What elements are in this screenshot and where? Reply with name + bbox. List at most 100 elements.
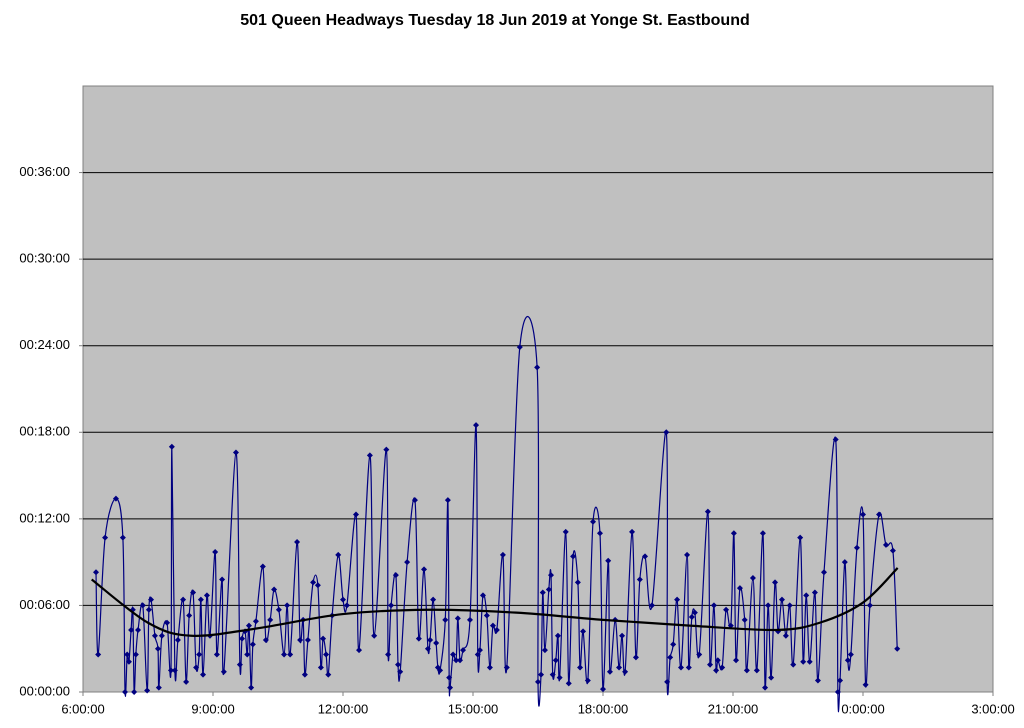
data-point	[164, 619, 171, 626]
data-point	[411, 497, 418, 504]
data-point	[284, 602, 291, 609]
data-point	[343, 602, 350, 609]
data-point	[450, 651, 457, 658]
data-point	[684, 551, 691, 558]
data-point	[866, 602, 873, 609]
data-point	[323, 651, 330, 658]
data-point	[203, 592, 210, 599]
data-point	[371, 632, 378, 639]
data-point	[193, 664, 200, 671]
data-point	[806, 658, 813, 665]
data-point	[723, 606, 730, 613]
data-point	[454, 615, 461, 622]
data-point	[862, 681, 869, 688]
data-point	[301, 671, 308, 678]
data-point	[847, 651, 854, 658]
data-point	[678, 664, 684, 671]
data-point	[749, 575, 756, 582]
data-point	[190, 589, 197, 596]
data-point	[834, 689, 841, 695]
data-point	[124, 651, 131, 658]
data-point	[232, 449, 239, 456]
data-point	[541, 647, 548, 654]
data-point	[493, 626, 500, 633]
data-point	[837, 677, 844, 684]
data-point	[790, 661, 797, 668]
data-point	[122, 689, 129, 695]
data-point	[667, 654, 674, 661]
data-point	[174, 637, 181, 644]
data-point	[457, 657, 463, 664]
data-point	[95, 651, 102, 658]
x-tick-label: 18:00:00	[578, 701, 629, 716]
x-tick-label: 3:00:00	[971, 701, 1014, 716]
data-point	[340, 596, 346, 603]
data-point	[516, 344, 523, 351]
data-point	[474, 651, 481, 658]
data-point	[102, 534, 109, 541]
data-point	[383, 446, 390, 453]
data-point	[800, 658, 807, 665]
data-point	[759, 530, 766, 537]
data-point	[262, 637, 269, 644]
data-point	[545, 586, 552, 593]
data-point	[427, 637, 434, 644]
data-point	[167, 667, 174, 674]
data-point	[366, 452, 373, 459]
data-point	[421, 566, 428, 573]
data-point	[213, 651, 220, 658]
x-tick-label: 9:00:00	[191, 701, 234, 716]
data-point	[437, 667, 444, 674]
y-tick-label: 00:12:00	[19, 510, 70, 525]
data-point	[606, 668, 613, 675]
data-point	[135, 626, 142, 633]
data-point	[534, 364, 541, 371]
data-point	[556, 674, 563, 681]
data-point	[271, 586, 278, 593]
data-point	[219, 576, 226, 583]
data-point	[741, 616, 748, 623]
chart-title: 501 Queen Headways Tuesday 18 Jun 2019 a…	[240, 12, 750, 29]
data-point	[287, 651, 294, 658]
data-point	[797, 534, 804, 541]
data-point	[446, 674, 453, 681]
data-point	[860, 511, 866, 518]
data-point	[539, 589, 546, 596]
data-point	[772, 579, 779, 586]
data-point	[713, 667, 720, 674]
data-point	[148, 596, 155, 603]
data-point	[753, 667, 760, 674]
data-point	[212, 549, 219, 556]
data-point	[442, 616, 449, 623]
data-point	[267, 616, 274, 623]
data-point	[325, 671, 332, 678]
x-tick-label: 12:00:00	[318, 701, 369, 716]
data-point	[489, 622, 496, 629]
data-point	[549, 671, 556, 678]
data-point	[704, 508, 711, 515]
data-point	[486, 664, 493, 671]
data-point	[590, 518, 597, 525]
data-point	[397, 668, 404, 675]
data-point	[168, 443, 175, 450]
data-point	[562, 528, 569, 535]
data-point	[554, 632, 561, 639]
data-point	[249, 641, 256, 648]
data-point	[404, 559, 411, 566]
y-tick-label: 00:30:00	[19, 251, 70, 266]
data-point	[460, 647, 467, 654]
data-point	[245, 622, 252, 629]
data-point	[765, 602, 772, 609]
data-point	[128, 626, 135, 633]
data-point	[670, 641, 677, 648]
data-point	[248, 684, 255, 691]
data-point	[154, 645, 161, 652]
data-point	[538, 671, 545, 678]
data-point	[552, 657, 559, 664]
data-point	[415, 635, 422, 642]
data-point	[778, 596, 785, 603]
data-point	[132, 651, 139, 658]
y-tick-label: 00:36:00	[19, 164, 70, 179]
data-point	[629, 528, 636, 535]
data-point	[388, 602, 395, 609]
